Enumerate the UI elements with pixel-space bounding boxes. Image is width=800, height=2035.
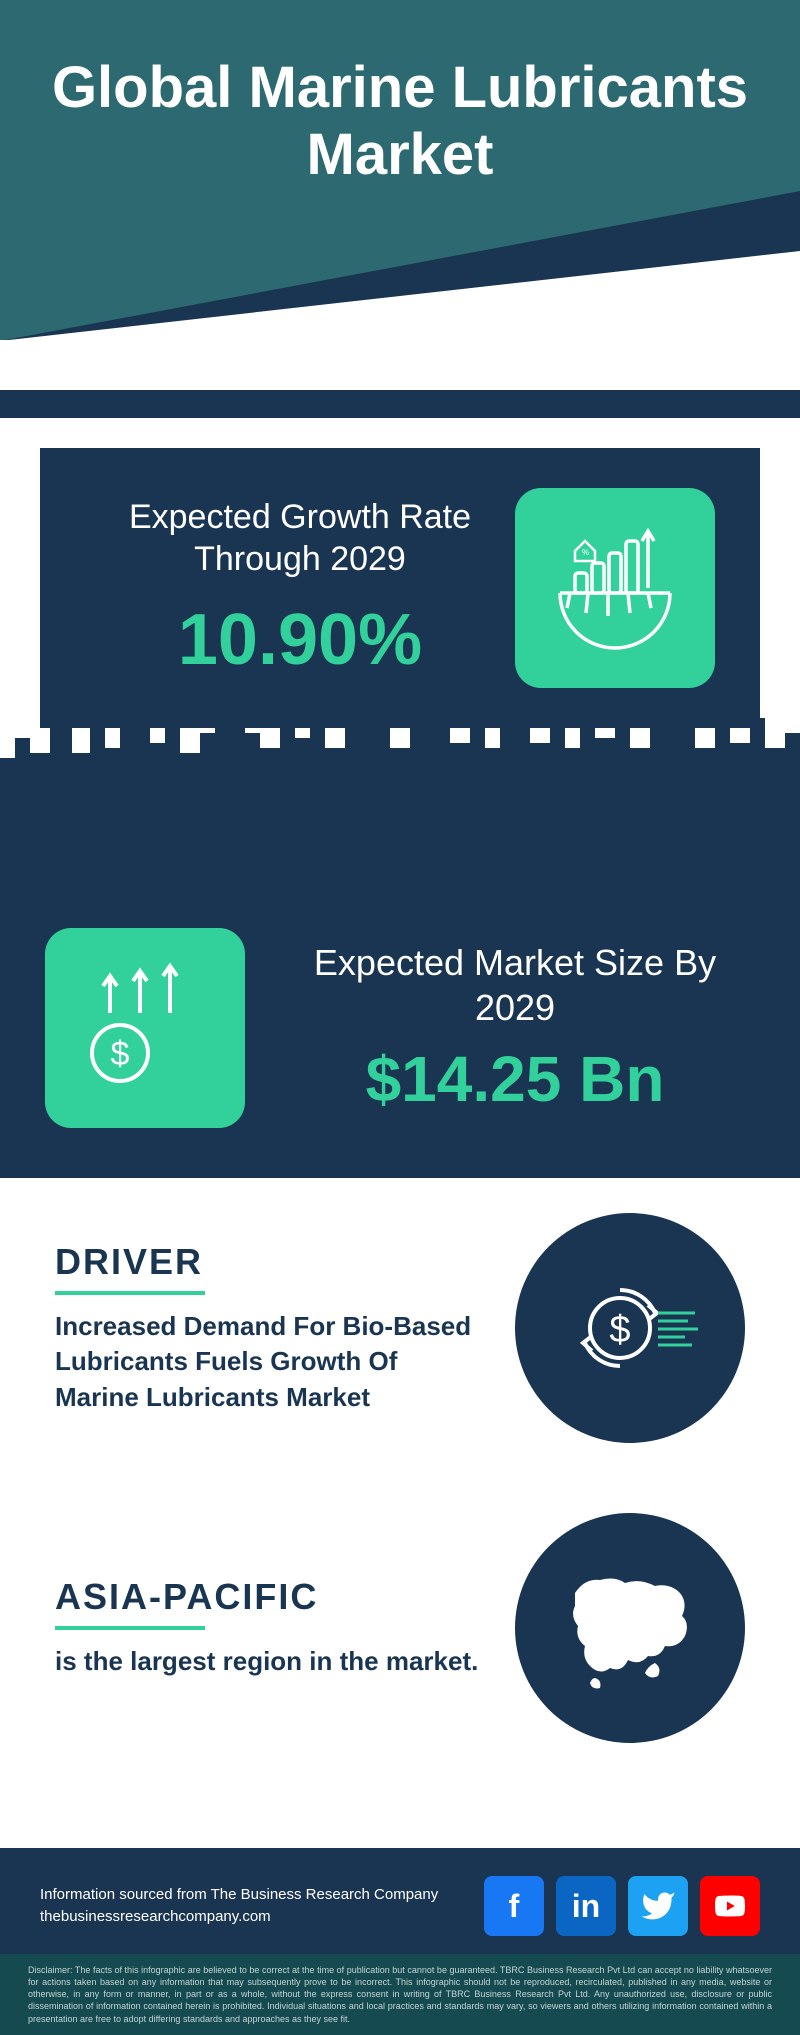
svg-text:%: %: [582, 548, 589, 557]
footer-section: Information sourced from The Business Re…: [0, 1848, 800, 1954]
page-title: Global Marine Lubricants Market: [0, 0, 800, 188]
svg-text:$: $: [609, 1309, 630, 1351]
linkedin-icon[interactable]: in: [556, 1876, 616, 1936]
header-triangle-decoration: [0, 191, 800, 340]
facebook-icon[interactable]: f: [484, 1876, 544, 1936]
dollar-cycle-icon: $: [515, 1213, 745, 1443]
youtube-icon[interactable]: [700, 1876, 760, 1936]
market-size-text: Expected Market Size By 2029 $14.25 Bn: [275, 940, 755, 1116]
footer-line-2: thebusinessresearchcompany.com: [40, 1906, 438, 1928]
asia-map-icon: [515, 1513, 745, 1743]
driver-text: DRIVER Increased Demand For Bio-Based Lu…: [55, 1241, 485, 1414]
footer-attribution: Information sourced from The Business Re…: [40, 1884, 438, 1928]
disclaimer-text: Disclaimer: The facts of this infographi…: [0, 1954, 800, 2035]
market-size-card: $ Expected Market Size By 2029 $14.25 Bn: [0, 928, 800, 1178]
dollar-growth-icon: $: [45, 928, 245, 1128]
growth-rate-value: 10.90%: [85, 599, 515, 681]
growth-chart-icon: %: [515, 488, 715, 688]
market-size-label: Expected Market Size By 2029: [275, 940, 755, 1030]
region-text: ASIA-PACIFIC is the largest region in th…: [55, 1576, 485, 1679]
region-section: ASIA-PACIFIC is the largest region in th…: [0, 1478, 800, 1778]
region-body: is the largest region in the market.: [55, 1644, 485, 1679]
social-icons: f in: [484, 1876, 760, 1936]
footer-line-1: Information sourced from The Business Re…: [40, 1884, 438, 1906]
driver-underline: [55, 1291, 205, 1295]
driver-heading: DRIVER: [55, 1241, 485, 1283]
header-section: Global Marine Lubricants Market: [0, 0, 800, 340]
growth-rate-text: Expected Growth Rate Through 2029 10.90%: [85, 496, 515, 681]
skyline-decoration: [0, 768, 800, 928]
region-heading: ASIA-PACIFIC: [55, 1576, 485, 1618]
driver-body: Increased Demand For Bio-Based Lubricant…: [55, 1309, 485, 1414]
market-size-value: $14.25 Bn: [275, 1042, 755, 1116]
region-underline: [55, 1626, 205, 1630]
divider-bar: [0, 390, 800, 418]
svg-text:$: $: [111, 1035, 130, 1073]
driver-section: DRIVER Increased Demand For Bio-Based Lu…: [0, 1178, 800, 1478]
growth-rate-label: Expected Growth Rate Through 2029: [85, 496, 515, 581]
twitter-icon[interactable]: [628, 1876, 688, 1936]
